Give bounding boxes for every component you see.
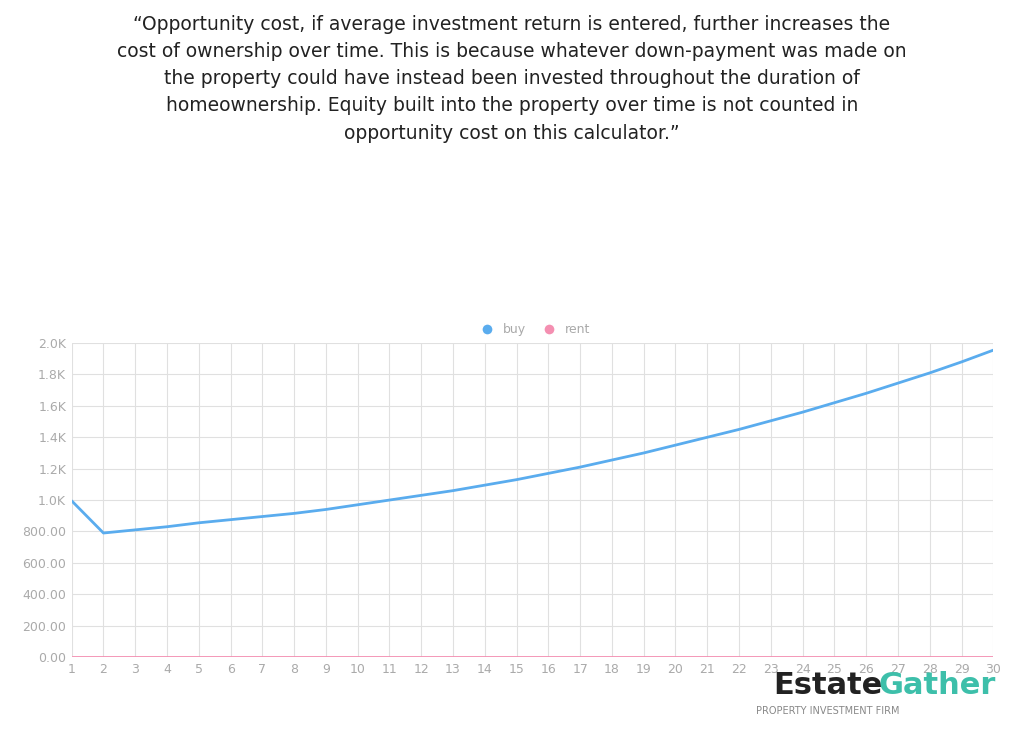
Text: Estate: Estate: [773, 670, 883, 699]
Text: Gather: Gather: [879, 670, 996, 699]
Text: “Opportunity cost, if average investment return is entered, further increases th: “Opportunity cost, if average investment…: [117, 15, 907, 142]
Text: PROPERTY INVESTMENT FIRM: PROPERTY INVESTMENT FIRM: [756, 706, 899, 716]
Legend: buy, rent: buy, rent: [469, 318, 596, 341]
